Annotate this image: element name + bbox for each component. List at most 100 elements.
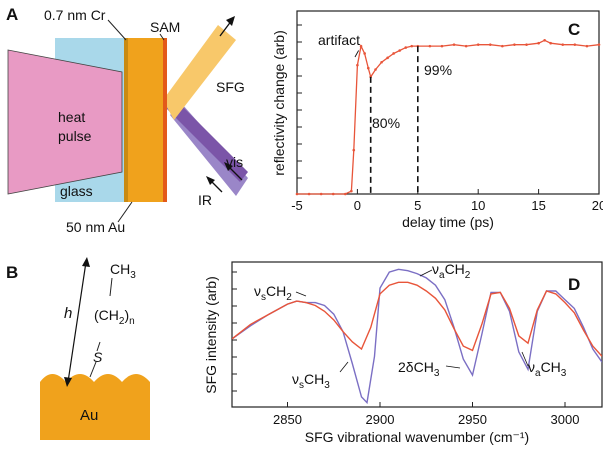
chart-c-point — [307, 192, 311, 196]
sfg-beam — [163, 25, 236, 120]
cr-label: 0.7 nm Cr — [44, 7, 106, 23]
chart-d-frame — [231, 261, 603, 408]
chart-c-point — [597, 43, 601, 46]
cr-film — [124, 38, 129, 202]
chart-c-frame — [296, 10, 600, 195]
sam-label: SAM — [150, 19, 180, 35]
chart-c-point — [440, 44, 444, 48]
height-arrow-bottom — [64, 377, 72, 387]
chart-c-point — [295, 192, 299, 196]
chart-c-xlabel: delay time (ps) — [402, 214, 494, 230]
chart-c-point — [359, 44, 363, 48]
chart-d-series-line-2 — [232, 281, 602, 357]
sam-leader — [159, 33, 165, 41]
panel-a-diagram — [7, 16, 248, 223]
chart-d-xtick-label: 3000 — [551, 412, 580, 427]
sfg-arrow-head — [226, 16, 235, 26]
chart-d-annotation-leader — [419, 269, 433, 277]
chart-c-point — [386, 56, 389, 60]
ch2-group: (CH2)n — [94, 307, 135, 327]
chart-c-point — [488, 43, 492, 46]
chart-c-point — [525, 43, 528, 46]
chart-c-point — [398, 49, 401, 52]
vis-label: vis — [226, 154, 243, 170]
ir-label: IR — [198, 192, 212, 208]
panel-label-a: A — [6, 5, 18, 24]
au-thickness-label: 50 nm Au — [66, 219, 125, 235]
chart-c-point — [573, 43, 577, 46]
chart-d-annotation: 2δCH3 — [398, 359, 440, 379]
chart-c-xtick-label: 0 — [354, 198, 361, 213]
chart-c-point — [476, 43, 480, 46]
chart-c-point — [513, 43, 516, 46]
chart-c-point — [561, 43, 565, 46]
au-film — [128, 38, 164, 202]
cr-leader — [107, 19, 127, 41]
sam-layer — [163, 38, 167, 202]
chart-c-point — [404, 46, 408, 49]
chart-c-point — [363, 52, 366, 55]
chart-d-annotation: νsCH2 — [254, 283, 292, 303]
chart-c-xtick-label: 10 — [471, 198, 485, 213]
panel-label-b: B — [6, 263, 18, 282]
chart-d-ylabel: SFG intensity (arb) — [203, 276, 219, 393]
chart-c-point — [331, 192, 335, 196]
chart-c-point — [356, 63, 359, 67]
chart-c-point — [452, 43, 456, 46]
chain-bond-2 — [109, 277, 113, 297]
chart-d-xtick-label: 2950 — [458, 412, 487, 427]
chart-c-point — [374, 68, 377, 71]
vis-beam — [164, 98, 248, 182]
chart-d: D SFG intensity (arb) SFG vibrational wa… — [203, 261, 603, 445]
s-au-bond — [89, 361, 97, 378]
chart-c-point — [350, 189, 353, 193]
height-label: h — [64, 305, 72, 322]
chart-c-annotation: artifact — [318, 32, 360, 48]
chart-c-xtick-label: 20 — [592, 198, 603, 213]
chart-d-annotation: νaCH2 — [432, 261, 471, 281]
chart-c-artifact-leader — [354, 50, 360, 58]
chart-c-ylabel: reflectivity change (arb) — [271, 30, 287, 176]
chart-c-point — [501, 44, 504, 48]
chart-c-point — [352, 148, 356, 152]
height-arrow-top — [82, 257, 90, 267]
height-arrow-line — [67, 261, 87, 383]
chart-c-point — [410, 44, 414, 48]
chart-d-xtick-label: 2850 — [273, 412, 302, 427]
chart-c-point — [585, 44, 589, 48]
chart-c-xtick-label: 5 — [414, 198, 421, 213]
chart-c-point — [464, 44, 468, 48]
chart-d-annotation-leader — [521, 351, 529, 367]
heat-label-1: heat — [58, 109, 85, 125]
ch3-group: CH3 — [110, 261, 136, 281]
chart-c-point — [549, 41, 552, 45]
chart-d-series-line-1 — [232, 268, 602, 405]
chart-c-point — [537, 41, 540, 45]
chart-c-point — [543, 38, 546, 42]
heat-label-2: pulse — [58, 128, 92, 144]
chart-c-point — [428, 44, 432, 48]
chart-c: C reflectivity change (arb) delay time (… — [271, 10, 603, 230]
ir-arrow-head — [206, 176, 215, 185]
chart-c-point — [366, 66, 370, 70]
chart-c-point — [344, 192, 347, 196]
au-leader — [117, 201, 133, 223]
chart-d-annotation: νaCH3 — [528, 359, 567, 379]
sfg-label: SFG — [216, 79, 245, 95]
glass-label: glass — [60, 183, 93, 199]
panel-b-diagram — [40, 257, 150, 440]
chart-d-xtick-label: 2900 — [366, 412, 395, 427]
chart-d-annotation-leader — [445, 365, 461, 369]
panel-label-c: C — [568, 20, 580, 39]
chain-bond-1 — [96, 341, 101, 352]
vis-arrow-head — [224, 162, 233, 171]
chart-c-xtick-label: -5 — [291, 198, 303, 213]
chart-c-point — [380, 60, 383, 64]
chart-d-annotation-leader — [339, 361, 349, 373]
chart-c-annotation: 99% — [424, 62, 452, 78]
chart-c-annotation: 80% — [372, 115, 400, 131]
chart-d-annotation-leader — [295, 291, 307, 297]
chart-c-point — [319, 192, 323, 196]
